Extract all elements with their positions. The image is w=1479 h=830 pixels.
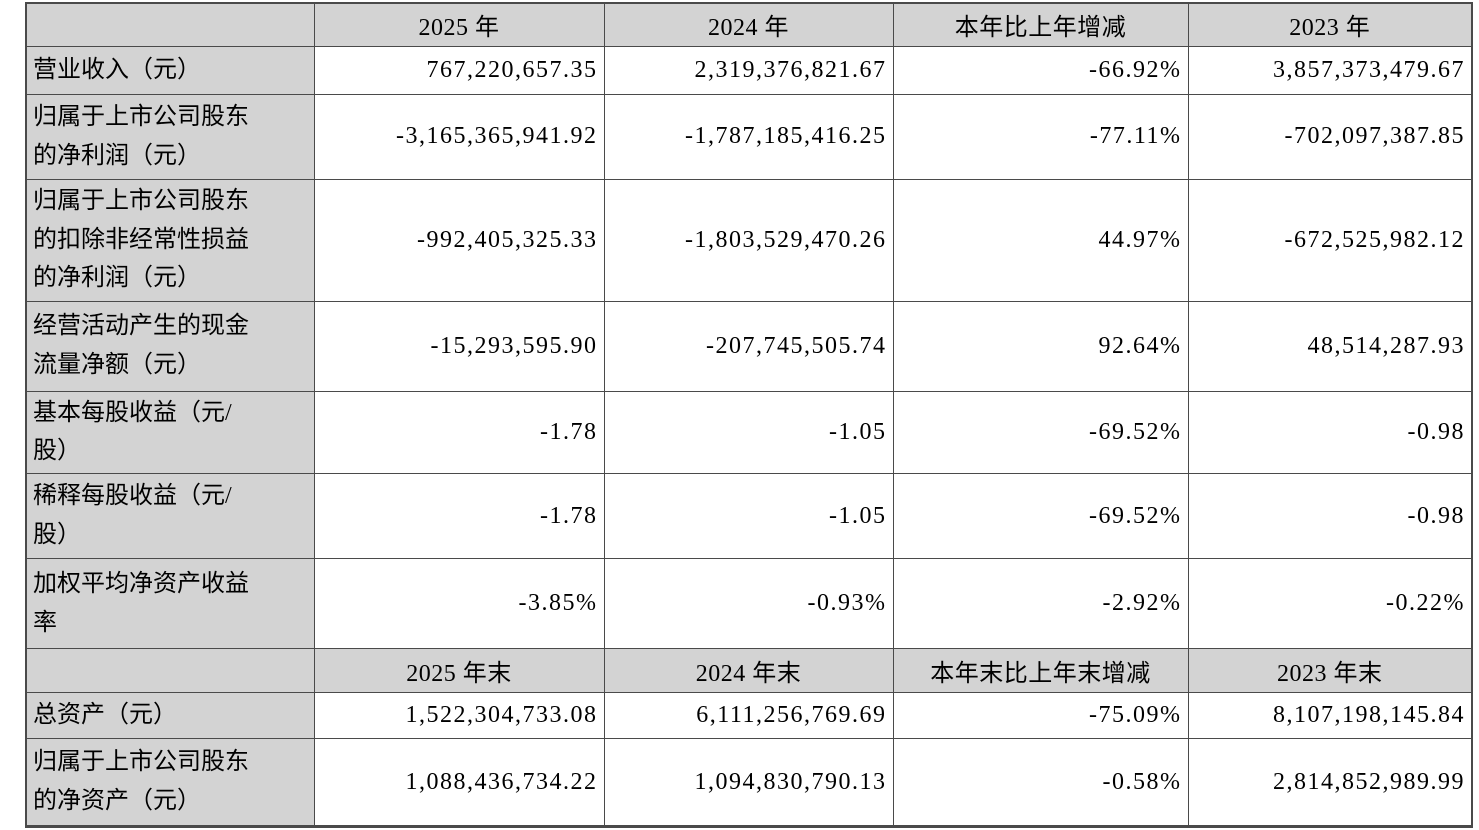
weighted-avg-roe-change-value: -2.92% — [892, 558, 1189, 650]
row-revenue: 营业收入（元） 767,220,657.35 2,319,376,821.67 … — [25, 45, 1473, 95]
year-end-header-row: 2025 年末 2024 年末 本年末比上年末增减 2023 年末 — [25, 648, 1473, 694]
revenue-2025-value: 767,220,657.35 — [313, 45, 605, 95]
column-header-year-end-change: 本年末比上年末增减 — [892, 648, 1189, 694]
diluted-eps-2025-value: -1.78 — [313, 473, 605, 560]
corner-cell — [25, 2, 315, 47]
net-profit-excl-nonrecurring-2024-value: -1,803,529,470.26 — [603, 178, 894, 302]
net-assets-2024-value: 1,094,830,790.13 — [603, 738, 894, 829]
row-operating-cash-flow: 经营活动产生的现金 流量净额（元） -15,293,595.90 -207,74… — [25, 300, 1473, 392]
total-assets-2024-value: 6,111,256,769.69 — [603, 692, 894, 740]
total-assets-label: 总资产（元） — [25, 692, 315, 740]
financial-summary-table: 2025 年 2024 年 本年比上年增减 2023 年 营业收入（元） 767… — [25, 2, 1473, 829]
diluted-eps-change-value: -69.52% — [892, 473, 1189, 560]
net-profit-change-value: -77.11% — [892, 93, 1189, 180]
row-diluted-eps: 稀释每股收益（元/ 股） -1.78 -1.05 -69.52% -0.98 — [25, 473, 1473, 560]
column-header-2023: 2023 年 — [1187, 2, 1473, 47]
net-profit-excl-nonrecurring-label: 归属于上市公司股东 的扣除非经常性损益 的净利润（元） — [25, 178, 315, 302]
revenue-2024-value: 2,319,376,821.67 — [603, 45, 894, 95]
operating-cash-flow-change-value: 92.64% — [892, 300, 1189, 392]
column-header-2024-year-end: 2024 年末 — [603, 648, 894, 694]
revenue-label: 营业收入（元） — [25, 45, 315, 95]
column-header-yoy-change: 本年比上年增减 — [892, 2, 1189, 47]
basic-eps-change-value: -69.52% — [892, 390, 1189, 475]
weighted-avg-roe-2024-value: -0.93% — [603, 558, 894, 650]
revenue-2023-value: 3,857,373,479.67 — [1187, 45, 1473, 95]
row-net-profit-excl-nonrecurring: 归属于上市公司股东 的扣除非经常性损益 的净利润（元） -992,405,325… — [25, 178, 1473, 302]
net-profit-2024-value: -1,787,185,416.25 — [603, 93, 894, 180]
net-profit-excl-nonrecurring-2025-value: -992,405,325.33 — [313, 178, 605, 302]
net-assets-change-value: -0.58% — [892, 738, 1189, 829]
operating-cash-flow-label: 经营活动产生的现金 流量净额（元） — [25, 300, 315, 392]
net-profit-2025-value: -3,165,365,941.92 — [313, 93, 605, 180]
row-weighted-avg-roe: 加权平均净资产收益 率 -3.85% -0.93% -2.92% -0.22% — [25, 558, 1473, 650]
net-assets-2025-value: 1,088,436,734.22 — [313, 738, 605, 829]
net-assets-2023-value: 2,814,852,989.99 — [1187, 738, 1473, 829]
row-total-assets: 总资产（元） 1,522,304,733.08 6,111,256,769.69… — [25, 692, 1473, 740]
operating-cash-flow-2024-value: -207,745,505.74 — [603, 300, 894, 392]
diluted-eps-2023-value: -0.98 — [1187, 473, 1473, 560]
column-header-2025: 2025 年 — [313, 2, 605, 47]
annual-header-row: 2025 年 2024 年 本年比上年增减 2023 年 — [25, 2, 1473, 47]
basic-eps-2023-value: -0.98 — [1187, 390, 1473, 475]
weighted-avg-roe-2025-value: -3.85% — [313, 558, 605, 650]
weighted-avg-roe-2023-value: -0.22% — [1187, 558, 1473, 650]
net-profit-excl-nonrecurring-change-value: 44.97% — [892, 178, 1189, 302]
net-profit-excl-nonrecurring-2023-value: -672,525,982.12 — [1187, 178, 1473, 302]
key-financial-data-table: 2025 年 2024 年 本年比上年增减 2023 年 营业收入（元） 767… — [25, 2, 1473, 829]
net-assets-label: 归属于上市公司股东 的净资产（元） — [25, 738, 315, 829]
diluted-eps-label: 稀释每股收益（元/ 股） — [25, 473, 315, 560]
column-header-2024: 2024 年 — [603, 2, 894, 47]
total-assets-2025-value: 1,522,304,733.08 — [313, 692, 605, 740]
net-profit-label: 归属于上市公司股东 的净利润（元） — [25, 93, 315, 180]
basic-eps-2025-value: -1.78 — [313, 390, 605, 475]
weighted-avg-roe-label: 加权平均净资产收益 率 — [25, 558, 315, 650]
total-assets-change-value: -75.09% — [892, 692, 1189, 740]
column-header-2025-year-end: 2025 年末 — [313, 648, 605, 694]
basic-eps-2024-value: -1.05 — [603, 390, 894, 475]
operating-cash-flow-2023-value: 48,514,287.93 — [1187, 300, 1473, 392]
corner-cell-2 — [25, 648, 315, 694]
revenue-change-value: -66.92% — [892, 45, 1189, 95]
column-header-2023-year-end: 2023 年末 — [1187, 648, 1473, 694]
operating-cash-flow-2025-value: -15,293,595.90 — [313, 300, 605, 392]
net-profit-2023-value: -702,097,387.85 — [1187, 93, 1473, 180]
row-net-profit: 归属于上市公司股东 的净利润（元） -3,165,365,941.92 -1,7… — [25, 93, 1473, 180]
basic-eps-label: 基本每股收益（元/ 股） — [25, 390, 315, 475]
total-assets-2023-value: 8,107,198,145.84 — [1187, 692, 1473, 740]
diluted-eps-2024-value: -1.05 — [603, 473, 894, 560]
row-net-assets: 归属于上市公司股东 的净资产（元） 1,088,436,734.22 1,094… — [25, 738, 1473, 829]
row-basic-eps: 基本每股收益（元/ 股） -1.78 -1.05 -69.52% -0.98 — [25, 390, 1473, 475]
